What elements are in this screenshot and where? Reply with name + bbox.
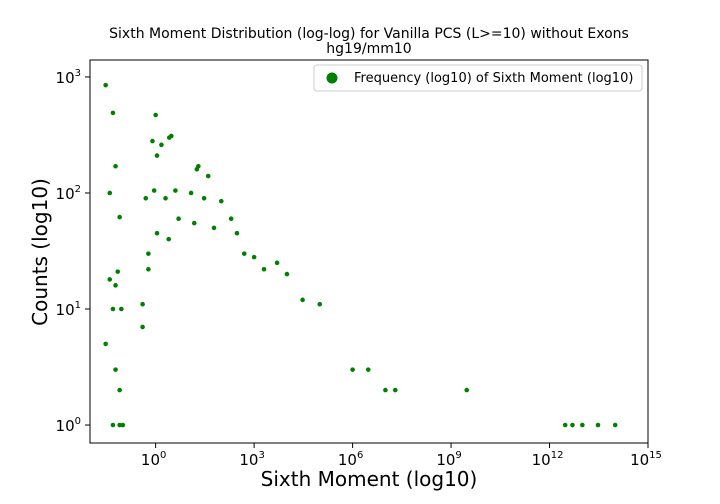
data-point [383,387,388,393]
legend-label: Frequency (log10) of Sixth Moment (log10… [354,71,633,86]
x-tick-label: 106 [338,450,363,469]
y-axis-label: Counts (log10) [28,178,52,326]
data-point [117,387,122,393]
data-point [194,167,200,172]
data-point [234,230,240,236]
x-axis-label: Sixth Moment (log10) [261,467,478,491]
data-point [107,277,113,282]
data-point [176,216,181,222]
data-point [115,269,121,274]
legend-marker [326,72,338,84]
axis-ticks: 100 103 106 109 1012 1015 100 101 102 103 [56,68,662,469]
data-point [218,198,224,204]
y-tick-label: 101 [56,300,81,319]
data-point [117,214,122,220]
data-point [392,387,398,393]
data-point [150,138,155,144]
data-point [110,110,116,116]
data-point [612,422,618,428]
data-point [205,173,211,179]
data-point [464,387,470,393]
data-point [570,422,575,428]
data-point [580,422,585,428]
legend-box [313,64,643,92]
x-tick-label: 1012 [532,450,564,469]
data-point [103,341,108,347]
data-point [300,297,305,303]
data-point [103,82,108,88]
data-point [154,230,160,236]
data-point [110,422,116,428]
data-point [284,271,290,277]
data-point [191,220,197,226]
data-point [143,195,149,201]
data-point [173,188,178,193]
y-tick-label: 100 [56,416,81,435]
data-point [159,142,164,148]
data-point [140,301,145,307]
data-point [163,195,168,201]
x-tick-label: 103 [239,450,264,469]
chart-subtitle: hg19/mm10 [326,41,411,57]
data-point [228,216,234,222]
data-point [350,367,355,372]
data-point [153,112,158,118]
data-point [113,367,118,372]
data-point [274,260,280,266]
data-point [113,163,118,169]
data-point [201,195,207,201]
data-point [140,324,145,330]
data-point [113,283,118,288]
data-point [154,153,160,158]
data-point [151,188,157,193]
data-point [241,251,247,256]
axes-frame [89,59,649,444]
data-point [107,190,113,196]
data-point [211,225,217,231]
data-point [365,367,371,372]
data-point [166,236,172,242]
data-point [119,306,124,312]
data-point [188,190,194,196]
data-point [251,254,257,260]
x-tick-label: 100 [141,450,166,469]
data-point [595,422,601,428]
legend: Frequency (log10) of Sixth Moment (log10… [313,64,643,92]
chart-title: Sixth Moment Distribution (log-log) for … [109,26,629,42]
data-point [317,301,323,307]
data-point [110,306,116,312]
x-tick-label: 1015 [630,450,662,469]
data-point [261,266,267,272]
data-points [103,82,618,428]
data-point [166,135,172,140]
data-point [146,251,151,256]
x-tick-label: 109 [436,450,461,469]
data-point [120,422,126,428]
data-point [562,422,568,428]
data-point [117,422,122,428]
y-tick-label: 103 [56,68,81,87]
data-point [146,266,151,272]
y-tick-label: 102 [56,184,81,203]
